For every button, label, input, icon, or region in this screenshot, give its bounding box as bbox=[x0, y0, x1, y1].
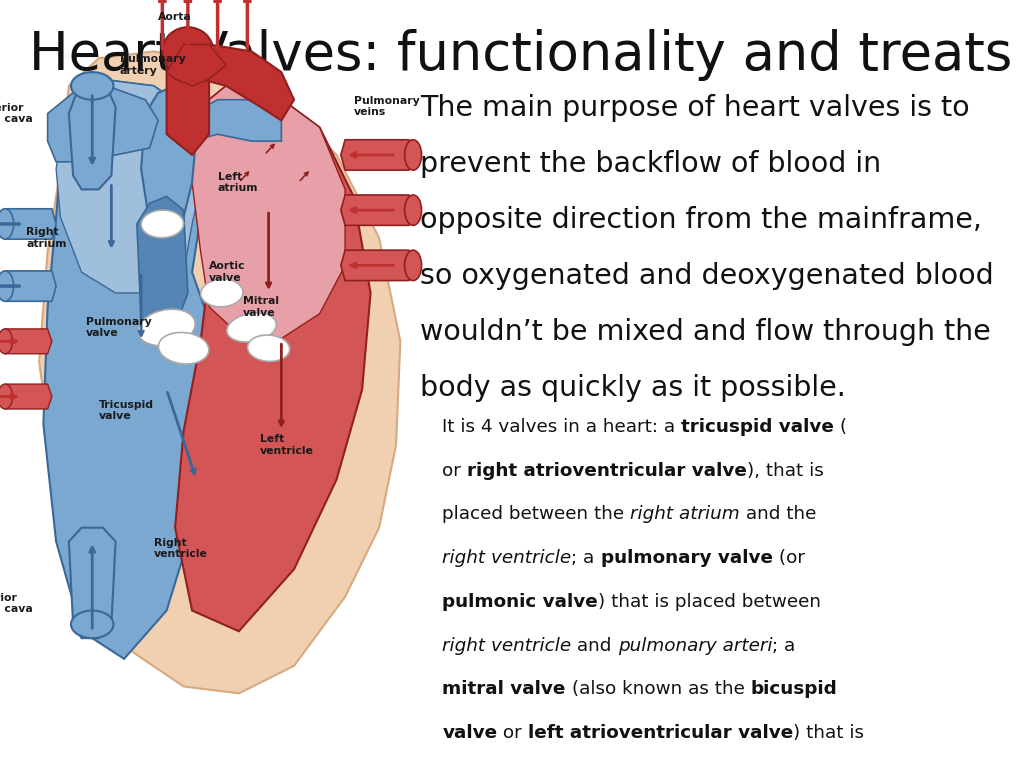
Text: opposite direction from the mainframe,: opposite direction from the mainframe, bbox=[420, 206, 982, 234]
Text: and: and bbox=[571, 637, 617, 654]
Text: Aortic
valve: Aortic valve bbox=[209, 262, 246, 283]
Text: right atrium: right atrium bbox=[631, 505, 740, 523]
Ellipse shape bbox=[71, 72, 114, 100]
Text: right ventricle: right ventricle bbox=[442, 549, 571, 567]
Polygon shape bbox=[193, 100, 282, 141]
Polygon shape bbox=[167, 44, 226, 86]
Ellipse shape bbox=[404, 250, 422, 281]
Polygon shape bbox=[56, 79, 205, 293]
Ellipse shape bbox=[159, 332, 209, 364]
Ellipse shape bbox=[404, 195, 422, 225]
Text: or: or bbox=[442, 462, 467, 479]
Text: ; a: ; a bbox=[772, 637, 796, 654]
Text: bicuspid: bicuspid bbox=[751, 680, 838, 698]
Text: body as quickly as it possible.: body as quickly as it possible. bbox=[420, 374, 846, 402]
Text: and the: and the bbox=[740, 505, 816, 523]
Text: pulmonic valve: pulmonic valve bbox=[442, 593, 598, 611]
Polygon shape bbox=[167, 44, 209, 155]
Polygon shape bbox=[47, 86, 158, 162]
Text: Aorta: Aorta bbox=[158, 12, 191, 22]
Text: pulmonary arteri: pulmonary arteri bbox=[617, 637, 772, 654]
Text: so oxygenated and deoxygenated blood: so oxygenated and deoxygenated blood bbox=[420, 262, 993, 290]
Ellipse shape bbox=[227, 313, 276, 342]
Ellipse shape bbox=[201, 279, 243, 307]
Polygon shape bbox=[141, 86, 197, 238]
Polygon shape bbox=[175, 86, 371, 631]
Polygon shape bbox=[1, 329, 52, 354]
Polygon shape bbox=[39, 51, 400, 693]
Text: ) that is: ) that is bbox=[794, 724, 864, 742]
Text: Pulmonary
veins: Pulmonary veins bbox=[353, 96, 420, 117]
Text: wouldn’t be mixed and flow through the: wouldn’t be mixed and flow through the bbox=[420, 318, 990, 346]
Text: placed between the: placed between the bbox=[442, 505, 631, 523]
Text: (also known as the: (also known as the bbox=[565, 680, 751, 698]
Text: ; a: ; a bbox=[571, 549, 601, 567]
Ellipse shape bbox=[248, 335, 290, 361]
Text: (or: (or bbox=[773, 549, 805, 567]
Text: ), that is: ), that is bbox=[746, 462, 823, 479]
Text: Superior
vena cava: Superior vena cava bbox=[0, 103, 33, 124]
Ellipse shape bbox=[71, 611, 114, 638]
Text: Pulmonary
artery: Pulmonary artery bbox=[120, 54, 185, 76]
Polygon shape bbox=[1, 209, 56, 239]
Text: Tricuspid
valve: Tricuspid valve bbox=[98, 400, 154, 421]
Ellipse shape bbox=[0, 329, 12, 354]
Text: Inferior
vena cava: Inferior vena cava bbox=[0, 593, 33, 614]
Polygon shape bbox=[341, 140, 413, 170]
Text: right atrioventricular valve: right atrioventricular valve bbox=[467, 462, 746, 479]
Ellipse shape bbox=[141, 210, 183, 238]
Text: or: or bbox=[498, 724, 528, 742]
Text: Right
atrium: Right atrium bbox=[27, 227, 67, 249]
Polygon shape bbox=[183, 44, 294, 120]
Polygon shape bbox=[341, 250, 413, 281]
Ellipse shape bbox=[138, 309, 196, 346]
Text: tricuspid valve: tricuspid valve bbox=[681, 418, 835, 436]
Ellipse shape bbox=[0, 209, 13, 239]
Text: pulmonary valve: pulmonary valve bbox=[601, 549, 773, 567]
Polygon shape bbox=[193, 86, 345, 341]
Text: valve: valve bbox=[442, 724, 498, 742]
Ellipse shape bbox=[0, 271, 13, 301]
Polygon shape bbox=[69, 79, 116, 189]
Polygon shape bbox=[341, 195, 413, 225]
Text: Mitral
valve: Mitral valve bbox=[243, 296, 280, 318]
Text: Right
ventricle: Right ventricle bbox=[154, 538, 208, 559]
Ellipse shape bbox=[163, 28, 213, 76]
Text: The main purpose of heart valves is to: The main purpose of heart valves is to bbox=[420, 94, 970, 122]
Polygon shape bbox=[43, 79, 217, 659]
Text: mitral valve: mitral valve bbox=[442, 680, 565, 698]
Text: left atrioventricular valve: left atrioventricular valve bbox=[528, 724, 794, 742]
Text: Pulmonary
valve: Pulmonary valve bbox=[86, 317, 152, 338]
Text: Left
atrium: Left atrium bbox=[217, 172, 258, 193]
Text: It is 4 valves in a heart: a: It is 4 valves in a heart: a bbox=[442, 418, 681, 436]
Ellipse shape bbox=[404, 140, 422, 170]
Polygon shape bbox=[1, 271, 56, 301]
Polygon shape bbox=[1, 384, 52, 409]
Ellipse shape bbox=[0, 384, 12, 409]
Text: ) that is placed between: ) that is placed between bbox=[598, 593, 821, 611]
Polygon shape bbox=[69, 528, 116, 638]
Text: prevent the backflow of blood in: prevent the backflow of blood in bbox=[420, 150, 881, 178]
Text: right ventricle: right ventricle bbox=[442, 637, 571, 654]
Text: Heart Valves: functionality and treats: Heart Valves: functionality and treats bbox=[29, 29, 1012, 81]
Text: Left
ventricle: Left ventricle bbox=[260, 434, 314, 456]
Polygon shape bbox=[137, 196, 187, 334]
Text: (: ( bbox=[835, 418, 848, 436]
